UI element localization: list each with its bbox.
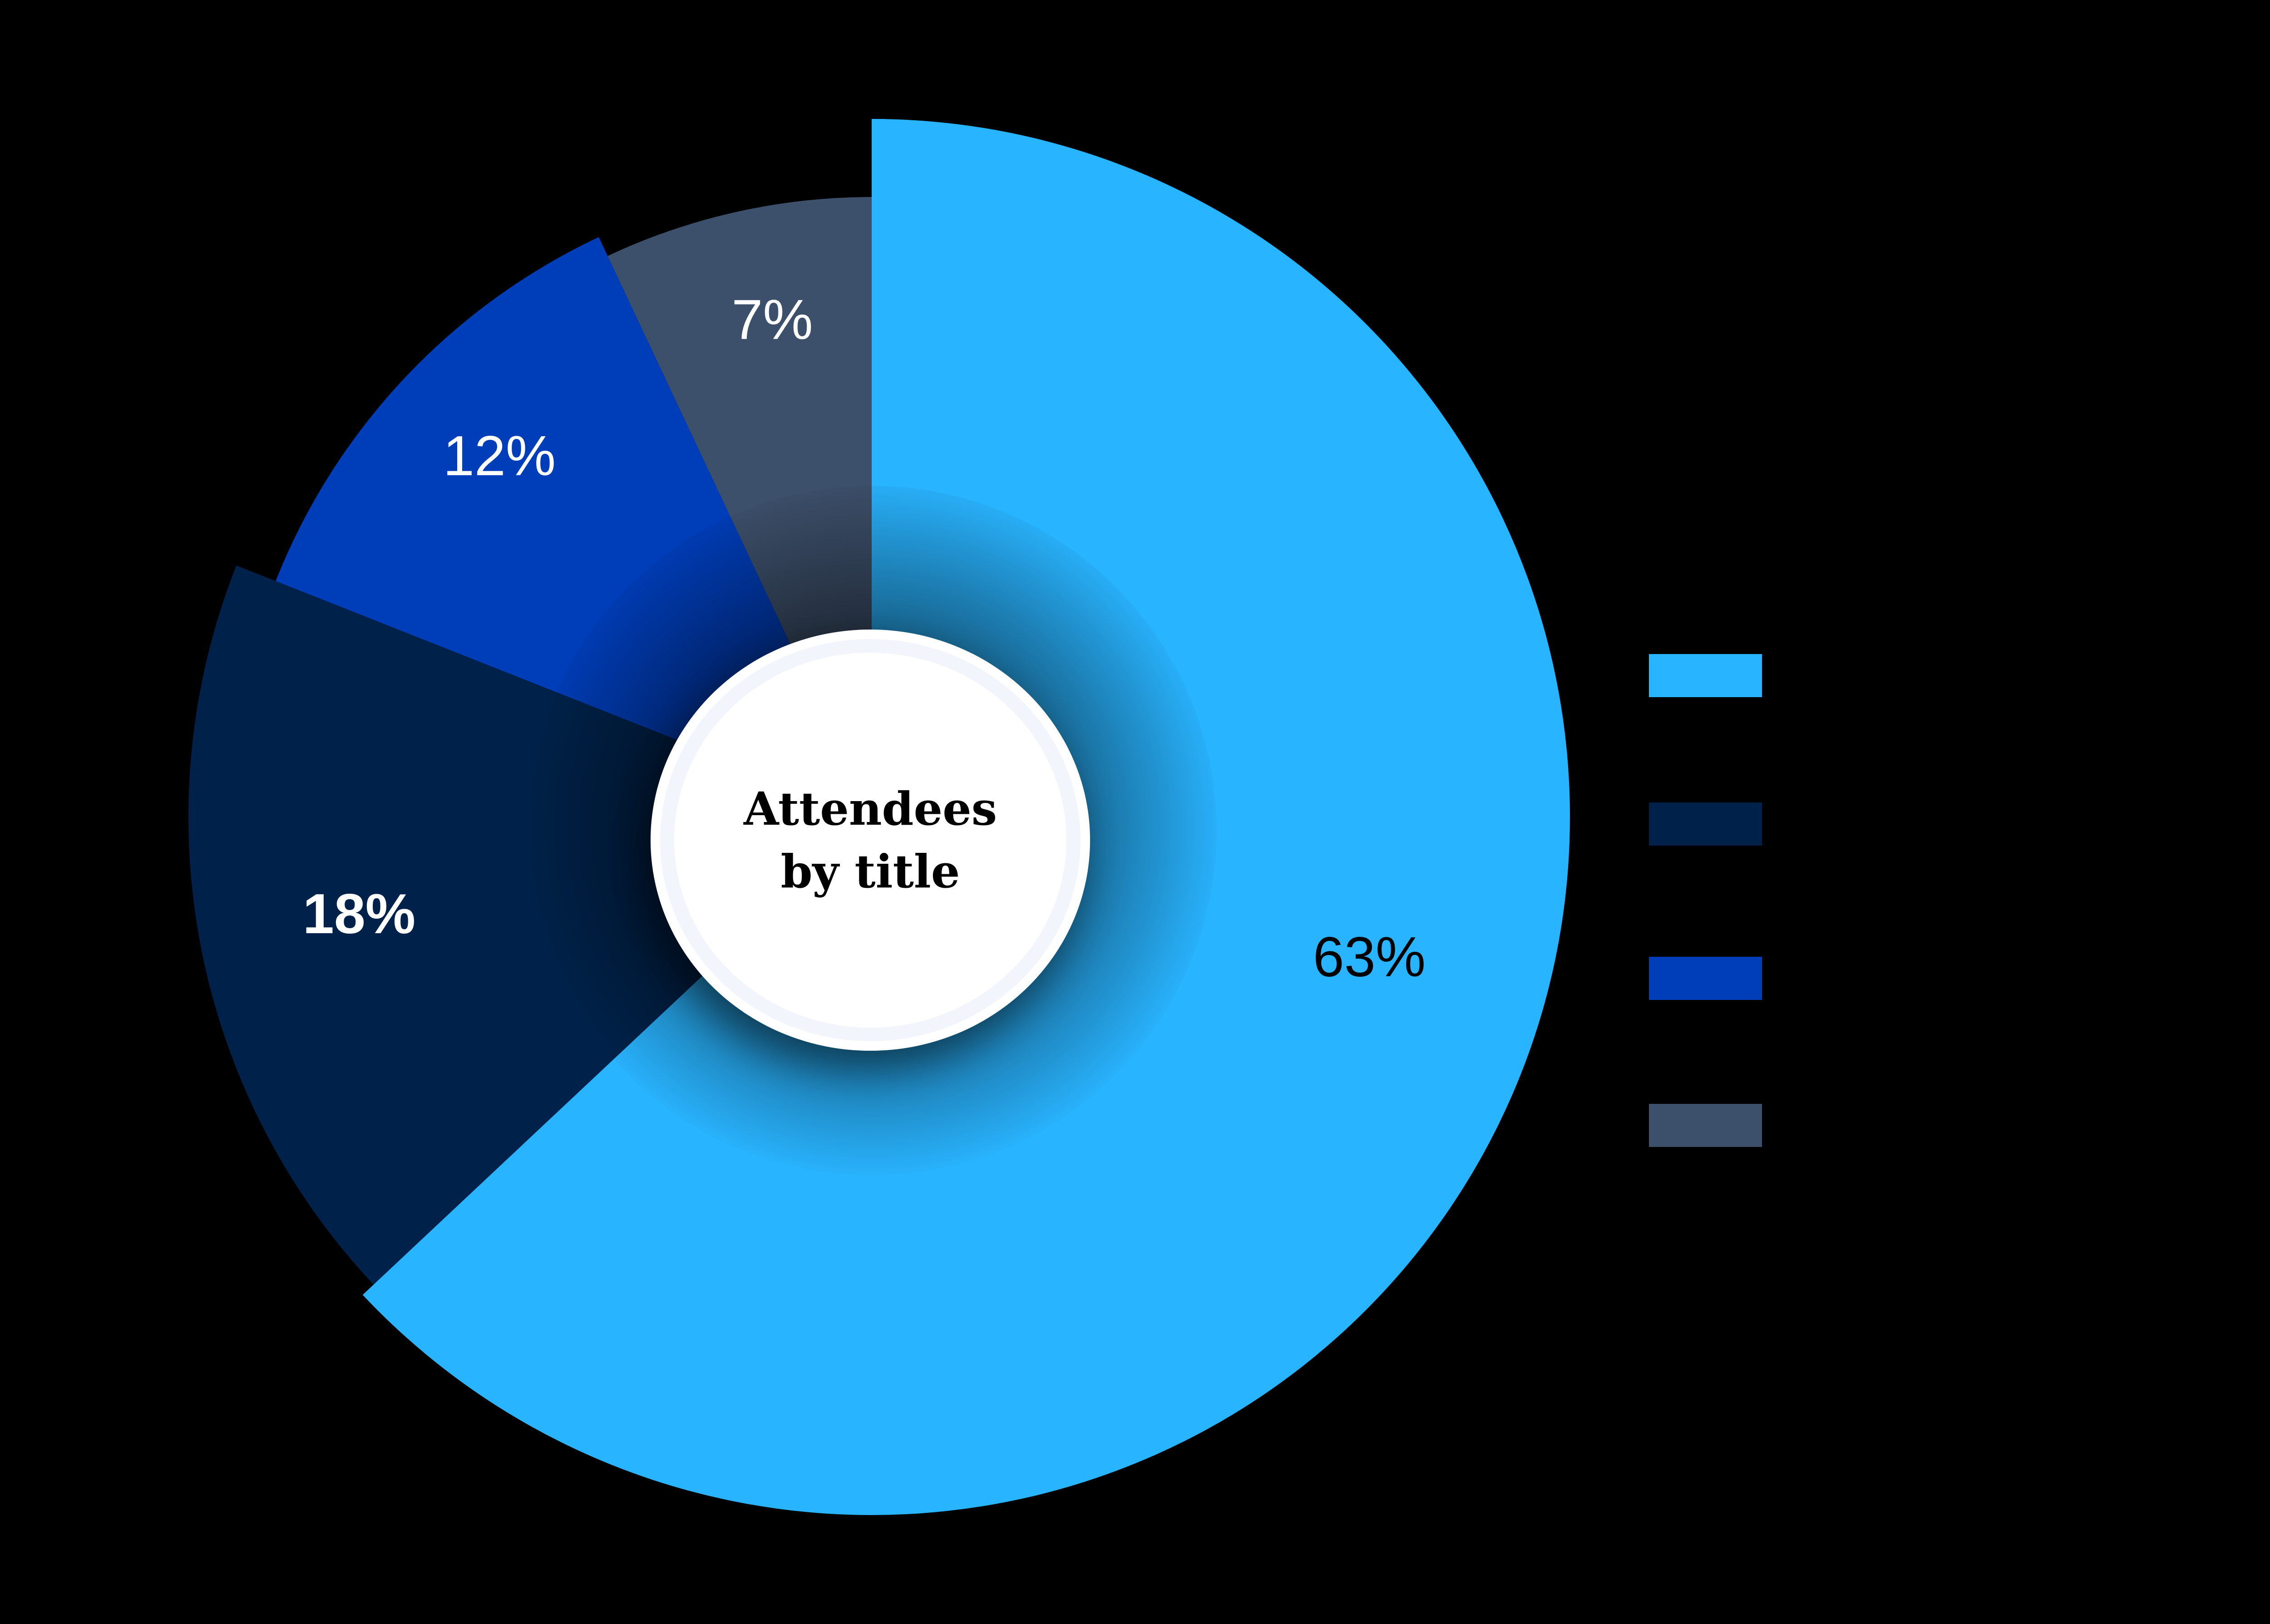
chart-title: Attendees by title [744, 778, 997, 903]
legend-swatch [1649, 654, 1762, 697]
legend-swatch [1649, 1104, 1762, 1147]
center-circle [651, 630, 1090, 1051]
slice-label-12: 12% [443, 425, 556, 487]
legend-swatch [1649, 957, 1762, 1000]
slice-label-18: 18% [302, 883, 416, 945]
legend-item [1649, 802, 1789, 846]
legend-item [1649, 957, 1789, 1000]
legend-swatch [1649, 802, 1762, 846]
chart-title-line-2: by title [780, 845, 960, 898]
slice-label-7: 7% [731, 289, 813, 351]
legend-item [1649, 1104, 1789, 1147]
pie-slice-18 [188, 565, 872, 1285]
legend-item [1649, 654, 1789, 697]
chart-title-line-1: Attendees [743, 782, 997, 836]
slice-label-63: 63% [1313, 926, 1426, 989]
